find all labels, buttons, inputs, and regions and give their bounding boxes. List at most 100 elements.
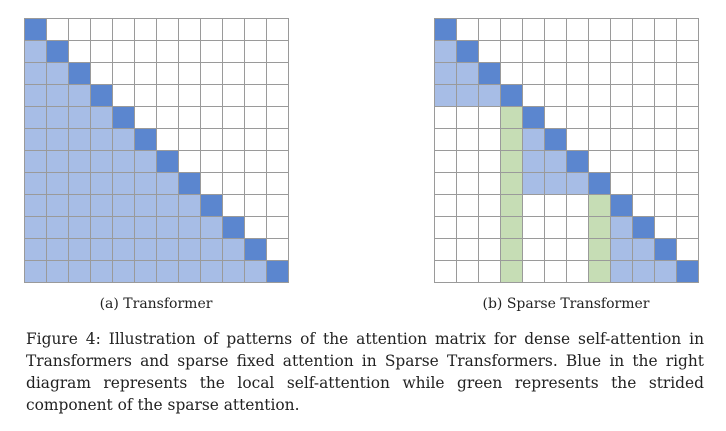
attention-cell-empty — [655, 41, 677, 63]
attention-cell-diag — [25, 19, 47, 41]
attention-cell-empty — [91, 41, 113, 63]
attention-cell-lower — [47, 195, 69, 217]
attention-cell-empty — [157, 19, 179, 41]
attention-cell-empty — [267, 173, 289, 195]
attention-cell-empty — [567, 217, 589, 239]
attention-cell-empty — [267, 63, 289, 85]
attention-cell-empty — [655, 129, 677, 151]
attention-cell-lower — [113, 195, 135, 217]
attention-cell-stride — [501, 195, 523, 217]
attention-cell-empty — [677, 239, 699, 261]
attention-cell-empty — [545, 261, 567, 283]
attention-cell-empty — [677, 41, 699, 63]
attention-cell-lower — [633, 239, 655, 261]
attention-cell-lower — [435, 63, 457, 85]
attention-cell-empty — [435, 195, 457, 217]
attention-cell-lower — [611, 217, 633, 239]
transformer-attention-matrix — [24, 18, 289, 283]
attention-cell-empty — [567, 129, 589, 151]
attention-cell-empty — [545, 195, 567, 217]
attention-cell-diag — [589, 173, 611, 195]
attention-cell-lower — [25, 195, 47, 217]
attention-cell-empty — [633, 19, 655, 41]
attention-cell-empty — [157, 129, 179, 151]
attention-cell-lower — [545, 151, 567, 173]
attention-cell-empty — [655, 19, 677, 41]
attention-cell-empty — [545, 239, 567, 261]
attention-cell-empty — [479, 19, 501, 41]
attention-cell-empty — [245, 217, 267, 239]
attention-cell-empty — [201, 19, 223, 41]
attention-cell-lower — [523, 129, 545, 151]
attention-cell-empty — [245, 195, 267, 217]
attention-cell-empty — [655, 151, 677, 173]
attention-cell-lower — [69, 129, 91, 151]
attention-cell-lower — [135, 217, 157, 239]
attention-cell-lower — [91, 107, 113, 129]
attention-cell-lower — [91, 173, 113, 195]
attention-cell-empty — [589, 129, 611, 151]
attention-cell-lower — [47, 239, 69, 261]
attention-cell-empty — [523, 85, 545, 107]
attention-cell-empty — [245, 63, 267, 85]
attention-cell-empty — [523, 41, 545, 63]
attention-cell-empty — [435, 151, 457, 173]
attention-cell-diag — [91, 85, 113, 107]
attention-cell-lower — [245, 261, 267, 283]
attention-cell-empty — [179, 107, 201, 129]
attention-cell-empty — [567, 19, 589, 41]
attention-cell-empty — [113, 41, 135, 63]
attention-cell-empty — [523, 261, 545, 283]
attention-cell-lower — [47, 261, 69, 283]
attention-cell-empty — [501, 19, 523, 41]
attention-cell-lower — [69, 151, 91, 173]
sparse-transformer-attention-matrix — [434, 18, 699, 283]
attention-cell-empty — [545, 41, 567, 63]
attention-cell-lower — [655, 261, 677, 283]
attention-cell-stride — [501, 107, 523, 129]
attention-cell-empty — [611, 19, 633, 41]
attention-cell-empty — [201, 107, 223, 129]
attention-cell-empty — [223, 41, 245, 63]
attention-cell-diag — [677, 261, 699, 283]
attention-cell-empty — [655, 85, 677, 107]
attention-cell-empty — [135, 41, 157, 63]
attention-cell-empty — [611, 151, 633, 173]
attention-cell-empty — [611, 107, 633, 129]
attention-cell-empty — [223, 85, 245, 107]
attention-cell-lower — [25, 217, 47, 239]
attention-cell-empty — [135, 19, 157, 41]
attention-cell-empty — [245, 41, 267, 63]
attention-cell-empty — [245, 151, 267, 173]
attention-cell-empty — [223, 107, 245, 129]
attention-cell-empty — [655, 63, 677, 85]
attention-cell-empty — [677, 85, 699, 107]
attention-cell-diag — [479, 63, 501, 85]
attention-cell-stride — [501, 173, 523, 195]
attention-cell-diag — [633, 217, 655, 239]
attention-cell-empty — [201, 129, 223, 151]
attention-cell-empty — [201, 63, 223, 85]
attention-cell-lower — [69, 261, 91, 283]
attention-cell-empty — [479, 129, 501, 151]
attention-cell-diag — [223, 217, 245, 239]
attention-cell-empty — [135, 85, 157, 107]
attention-cell-lower — [435, 85, 457, 107]
attention-cell-lower — [545, 173, 567, 195]
attention-cell-empty — [435, 107, 457, 129]
attention-cell-empty — [611, 129, 633, 151]
attention-cell-empty — [479, 239, 501, 261]
attention-cell-diag — [157, 151, 179, 173]
attention-cell-empty — [179, 151, 201, 173]
attention-cell-empty — [633, 195, 655, 217]
attention-cell-lower — [135, 151, 157, 173]
attention-cell-empty — [545, 107, 567, 129]
attention-cell-diag — [179, 173, 201, 195]
attention-cell-empty — [267, 19, 289, 41]
attention-cell-empty — [677, 173, 699, 195]
subcaption-a: (a) Transformer — [99, 296, 213, 312]
attention-cell-empty — [457, 107, 479, 129]
attention-cell-empty — [457, 261, 479, 283]
attention-cell-empty — [267, 217, 289, 239]
attention-cell-lower — [47, 173, 69, 195]
